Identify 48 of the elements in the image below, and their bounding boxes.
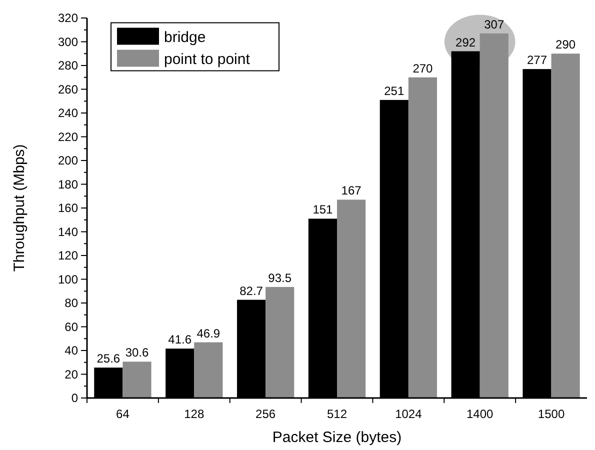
x-tick-label: 512: [326, 407, 348, 421]
y-axis-title: Throughput (Mbps): [11, 144, 28, 272]
bar: [337, 200, 366, 398]
y-tick-label: 320: [58, 11, 78, 26]
y-tick-label: 100: [58, 272, 78, 286]
x-tick-label: 1024: [395, 407, 422, 421]
y-tick-label: 240: [58, 106, 78, 120]
y-tick-label: 160: [58, 201, 78, 216]
y-tick-label: 280: [58, 58, 78, 73]
y-tick-label: 220: [58, 130, 78, 144]
y-tick-label: 40: [64, 344, 78, 358]
bar: [551, 54, 580, 398]
data-label: 25.6: [96, 352, 120, 366]
data-label: 82.7: [240, 284, 264, 298]
legend-label: point to point: [164, 51, 251, 68]
y-tick-label: 60: [64, 320, 78, 334]
y-tick-label: 0: [71, 391, 78, 406]
data-label: 251: [384, 84, 404, 98]
data-label: 93.5: [268, 270, 292, 285]
x-tick-label: 64: [116, 407, 130, 421]
y-tick-label: 120: [58, 248, 78, 263]
data-label: 46.9: [196, 326, 220, 340]
x-axis-title: Packet Size (bytes): [272, 429, 402, 446]
legend-label: bridge: [164, 29, 206, 46]
y-tick-label: 300: [58, 34, 78, 49]
y-tick-label: 140: [58, 224, 78, 239]
data-label: 41.6: [168, 332, 192, 347]
data-label: 167: [341, 184, 362, 198]
x-tick-label: 1400: [466, 407, 494, 421]
data-label: 290: [556, 38, 576, 52]
data-label: 151: [312, 202, 334, 217]
x-tick-label: 1500: [538, 407, 565, 421]
data-label: 30.6: [125, 346, 149, 360]
x-tick-label: 128: [184, 407, 204, 421]
x-tick-label: 256: [256, 407, 276, 421]
y-tick-label: 260: [58, 82, 78, 96]
y-tick-label: 80: [64, 296, 78, 310]
y-tick-label: 200: [58, 154, 78, 168]
y-tick-label: 20: [64, 367, 78, 382]
bar: [266, 286, 294, 398]
y-tick-label: 180: [58, 177, 78, 192]
bar: [122, 362, 152, 398]
data-label: 307: [484, 17, 504, 32]
data-label: 277: [526, 53, 548, 68]
bar: [194, 342, 223, 398]
bar: [408, 77, 437, 398]
data-label: 292: [456, 35, 476, 50]
data-label: 270: [412, 61, 434, 76]
